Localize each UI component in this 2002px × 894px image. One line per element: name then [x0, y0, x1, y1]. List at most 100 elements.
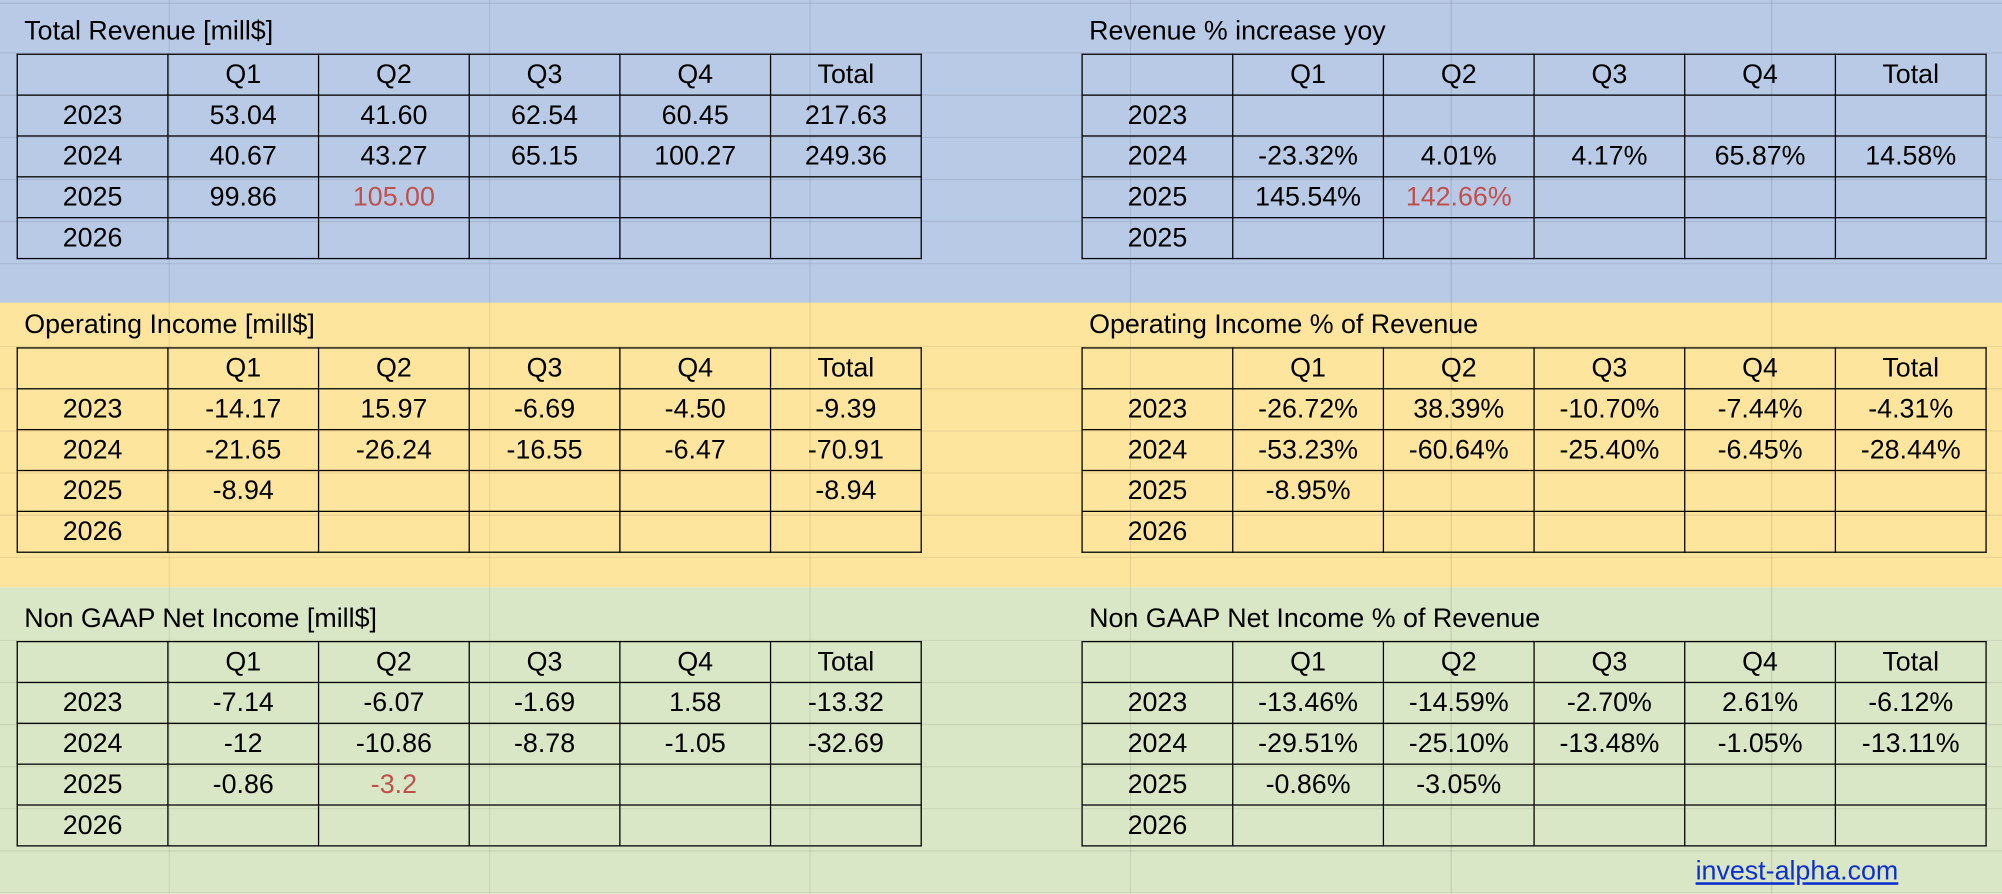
- column-header: Q1: [167, 347, 320, 390]
- data-row: 2025 99.86 105.00: [16, 176, 922, 219]
- row-label: 2023: [16, 94, 169, 137]
- column-header: Q4: [619, 347, 772, 390]
- empty-cell: [1834, 176, 1987, 219]
- empty-cell: [1684, 763, 1837, 806]
- value-cell: -4.50: [619, 388, 772, 431]
- column-header: Total: [769, 347, 922, 390]
- empty-cell: [1232, 510, 1385, 553]
- value-cell: -14.59%: [1382, 681, 1535, 724]
- empty-cell: [1533, 469, 1686, 512]
- table-title: Operating Income [mill$]: [24, 310, 315, 340]
- empty-cell: [619, 469, 772, 512]
- empty-cell: [619, 510, 772, 553]
- data-row: 2024 -21.65 -26.24 -16.55 -6.47 -70.91: [16, 429, 922, 472]
- table-title: Operating Income % of Revenue: [1089, 310, 1479, 340]
- data-table: Q1 Q2 Q3 Q4 Total 2023 53.04 41.60 62.54 60.45 217…: [16, 53, 922, 260]
- value-cell: 53.04: [167, 94, 320, 137]
- empty-cell: [167, 804, 320, 847]
- empty-cell: [619, 804, 772, 847]
- value-cell: 41.60: [317, 94, 470, 137]
- value-cell: -14.17: [167, 388, 320, 431]
- column-header: Q4: [1684, 347, 1837, 390]
- value-cell: 4.01%: [1382, 135, 1535, 178]
- value-cell: -1.05%: [1684, 722, 1837, 765]
- value-cell: -8.94: [167, 469, 320, 512]
- empty-cell: [468, 469, 621, 512]
- empty-cell: [468, 217, 621, 260]
- value-cell: 1.58: [619, 681, 772, 724]
- data-row: 2023 -13.46% -14.59% -2.70% 2.61% -6.12%: [1081, 681, 1987, 724]
- table-title: Non GAAP Net Income % of Revenue: [1089, 603, 1541, 634]
- empty-cell: [1232, 804, 1385, 847]
- data-table: Q1 Q2 Q3 Q4 Total 2023 2024 -23.32% 4.01% 4.17% 65…: [1081, 53, 1987, 260]
- column-header: Q1: [167, 53, 320, 96]
- empty-cell: [1382, 217, 1535, 260]
- empty-cell: [1834, 804, 1987, 847]
- empty-cell: [1533, 763, 1686, 806]
- data-row: 2026: [16, 510, 922, 553]
- empty-cell: [1834, 469, 1987, 512]
- empty-cell: [167, 217, 320, 260]
- data-row: 2026: [1081, 510, 1987, 553]
- table-title: Non GAAP Net Income [mill$]: [24, 603, 377, 634]
- empty-cell: [769, 804, 922, 847]
- data-row: 2024 -53.23% -60.64% -25.40% -6.45% -28.44%: [1081, 429, 1987, 472]
- empty-cell: [1382, 510, 1535, 553]
- row-label: 2024: [16, 135, 169, 178]
- data-row: 2024 -23.32% 4.01% 4.17% 65.87% 14.58%: [1081, 135, 1987, 178]
- column-header: Q2: [1382, 347, 1535, 390]
- value-cell: 14.58%: [1834, 135, 1987, 178]
- data-row: 2024 -12 -10.86 -8.78 -1.05 -32.69: [16, 722, 922, 765]
- data-row: 2025 -0.86 -3.2: [16, 763, 922, 806]
- row-label: 2023: [16, 681, 169, 724]
- empty-cell: [317, 469, 470, 512]
- empty-cell: [769, 217, 922, 260]
- empty-cell: [1232, 217, 1385, 260]
- header-row: Q1 Q2 Q3 Q4 Total: [16, 53, 922, 96]
- column-header: Q4: [1684, 53, 1837, 96]
- value-cell: 105.00: [317, 176, 470, 219]
- data-row: 2023 -14.17 15.97 -6.69 -4.50 -9.39: [16, 388, 922, 431]
- value-cell: 40.67: [167, 135, 320, 178]
- value-cell: -3.05%: [1382, 763, 1535, 806]
- value-cell: 62.54: [468, 94, 621, 137]
- row-label: 2023: [1081, 388, 1234, 431]
- value-cell: -3.2: [317, 763, 470, 806]
- value-cell: -9.39: [769, 388, 922, 431]
- header-row: Q1 Q2 Q3 Q4 Total: [1081, 53, 1987, 96]
- value-cell: 249.36: [769, 135, 922, 178]
- empty-cell: [317, 510, 470, 553]
- value-cell: -29.51%: [1232, 722, 1385, 765]
- empty-cell: [1382, 469, 1535, 512]
- value-cell: 65.15: [468, 135, 621, 178]
- empty-cell: [167, 510, 320, 553]
- row-label: 2025: [16, 469, 169, 512]
- data-row: 2024 -29.51% -25.10% -13.48% -1.05% -13.11%: [1081, 722, 1987, 765]
- corner-cell: [16, 53, 169, 96]
- empty-cell: [1382, 94, 1535, 137]
- value-cell: -13.48%: [1533, 722, 1686, 765]
- empty-cell: [1684, 804, 1837, 847]
- value-cell: -6.45%: [1684, 429, 1837, 472]
- data-row: 2023 53.04 41.60 62.54 60.45 217.63: [16, 94, 922, 137]
- row-label: 2024: [1081, 722, 1234, 765]
- empty-cell: [317, 217, 470, 260]
- empty-cell: [1684, 217, 1837, 260]
- value-cell: -53.23%: [1232, 429, 1385, 472]
- value-cell: -21.65: [167, 429, 320, 472]
- value-cell: -6.69: [468, 388, 621, 431]
- value-cell: -8.95%: [1232, 469, 1385, 512]
- header-row: Q1 Q2 Q3 Q4 Total: [1081, 347, 1987, 390]
- value-cell: -10.86: [317, 722, 470, 765]
- value-cell: 65.87%: [1684, 135, 1837, 178]
- value-cell: -32.69: [769, 722, 922, 765]
- empty-cell: [1834, 510, 1987, 553]
- value-cell: -23.32%: [1232, 135, 1385, 178]
- value-cell: -8.78: [468, 722, 621, 765]
- row-label: 2026: [16, 510, 169, 553]
- website-link[interactable]: invest-alpha.com: [1695, 856, 1899, 887]
- column-header: Q2: [1382, 53, 1535, 96]
- empty-cell: [1533, 510, 1686, 553]
- data-row: 2026: [16, 217, 922, 260]
- value-cell: -26.72%: [1232, 388, 1385, 431]
